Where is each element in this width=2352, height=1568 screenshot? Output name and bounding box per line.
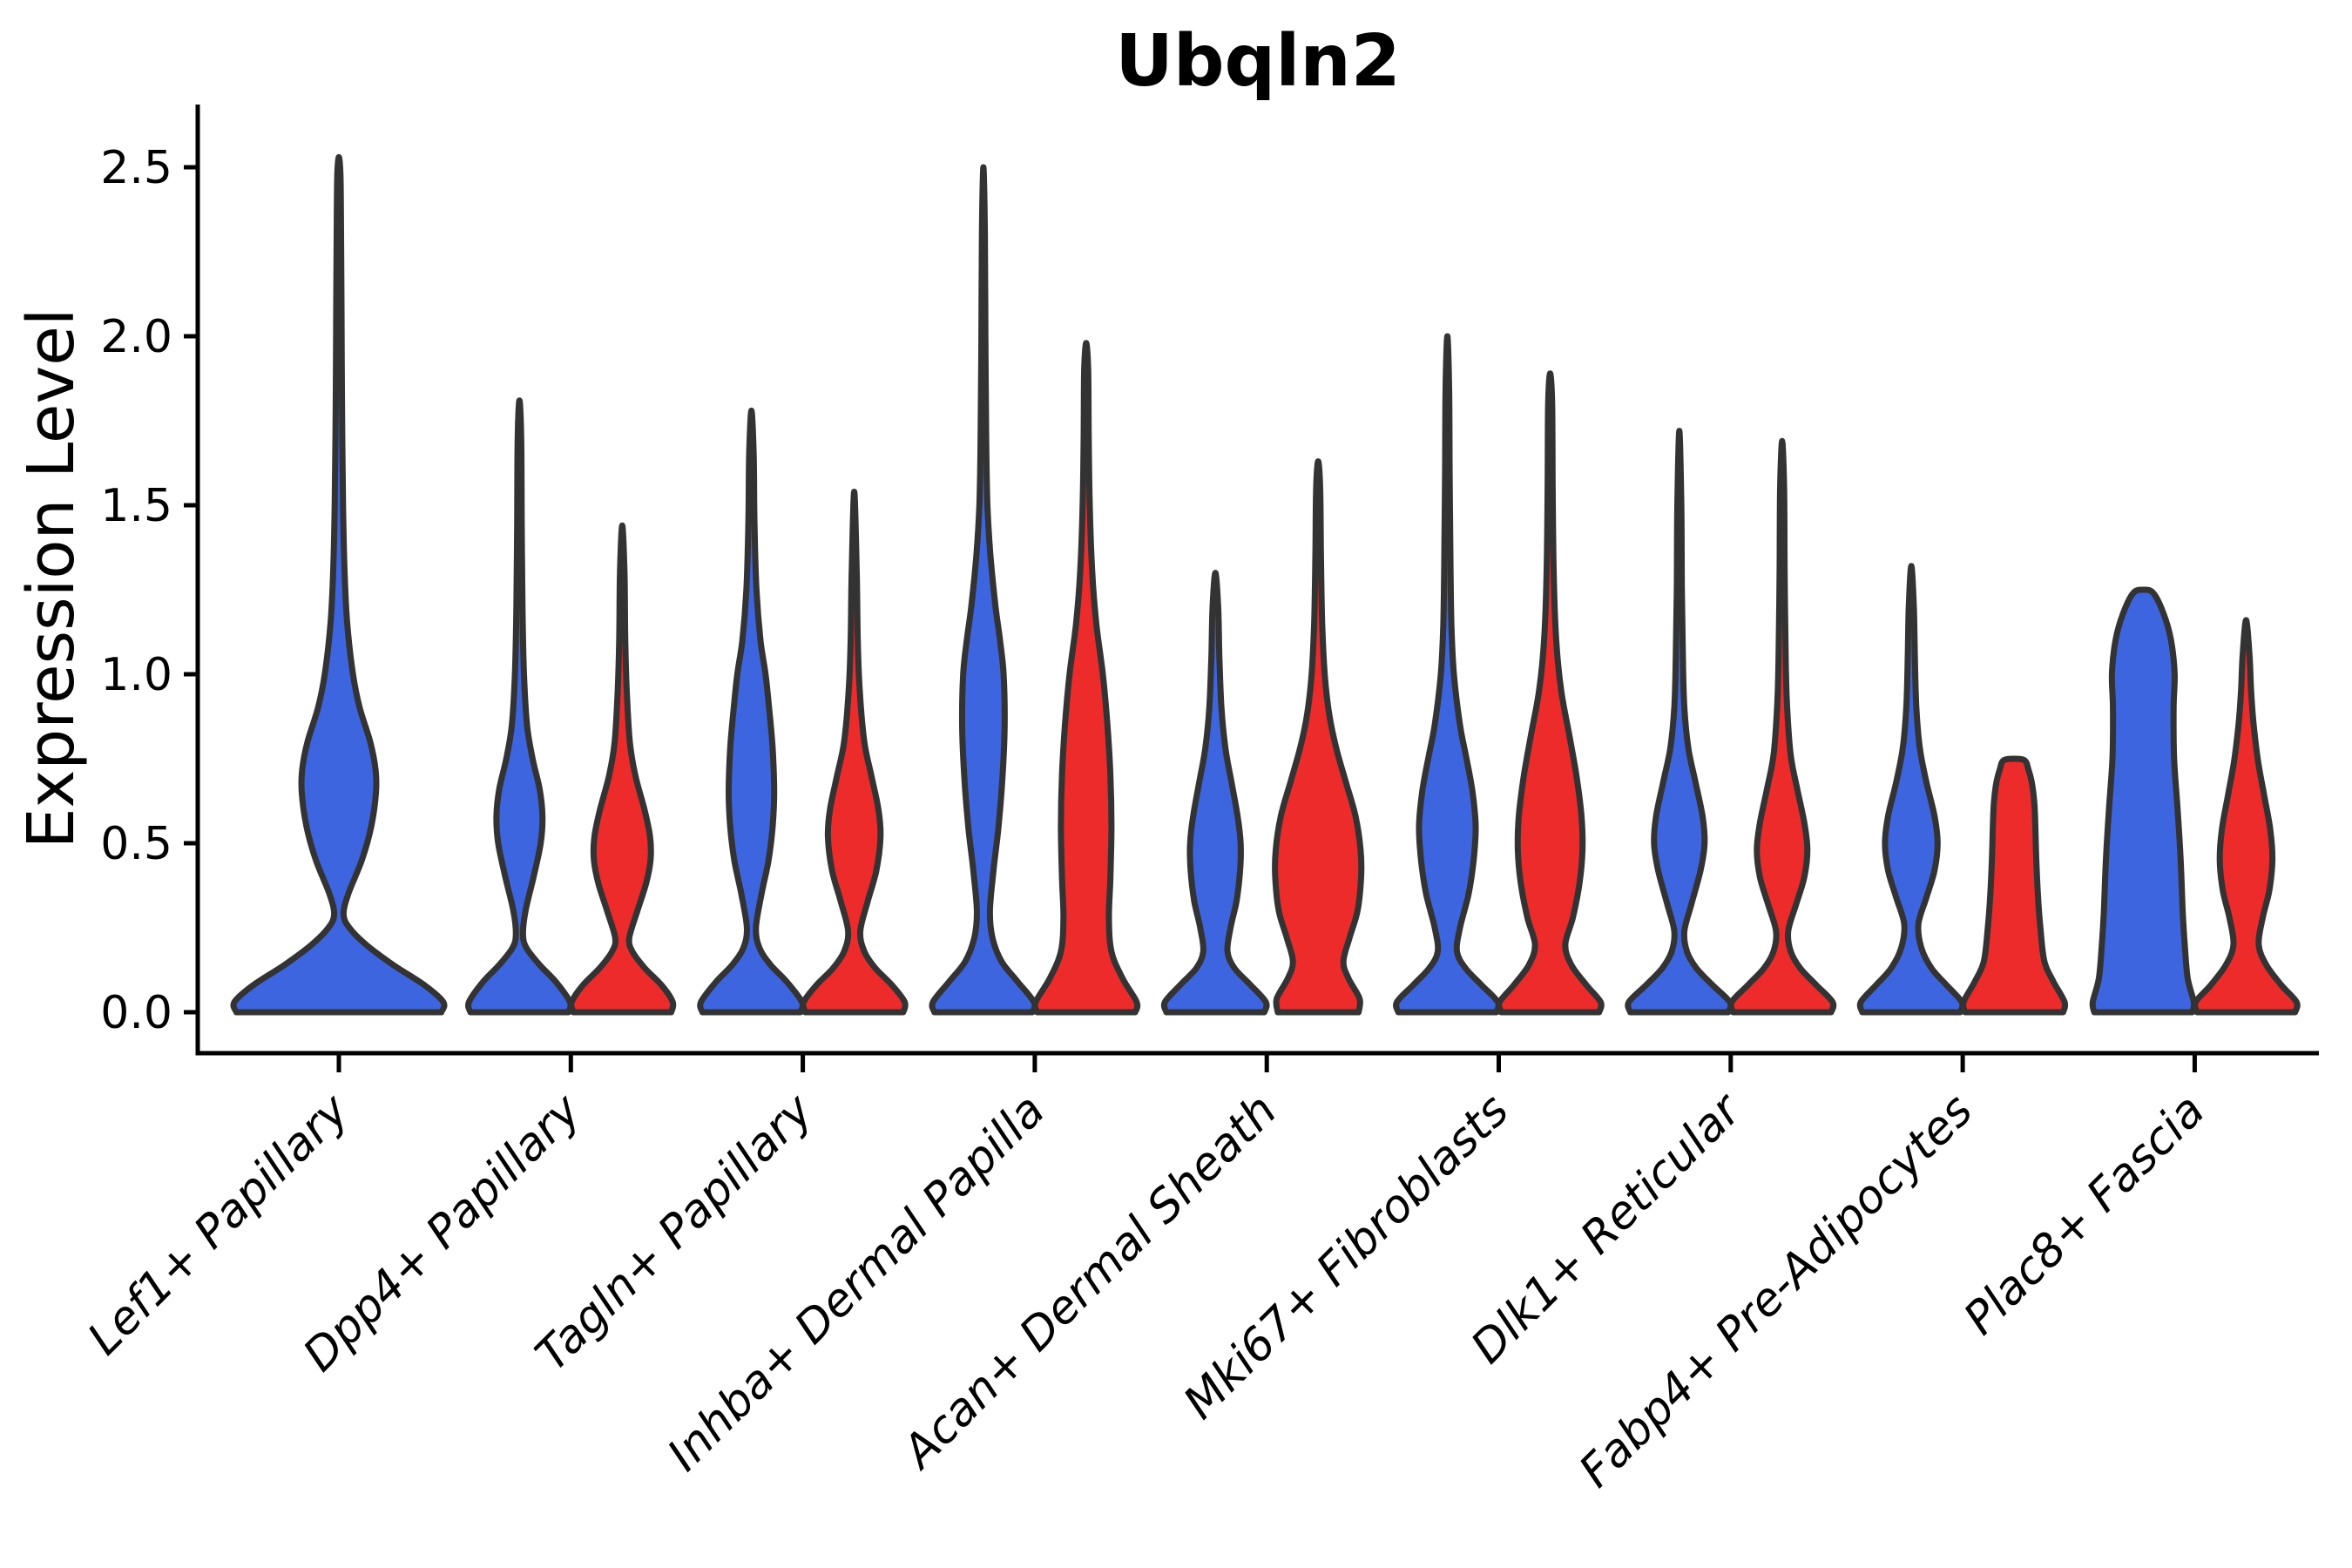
violin-plac8-fascia-blue bbox=[2089, 586, 2198, 1016]
violin-layer bbox=[230, 153, 2301, 1016]
violin-acan-dermal-sheath-red bbox=[1272, 458, 1365, 1016]
violin-fabp4-pre-adipocytes-red bbox=[1960, 755, 2069, 1016]
y-tick-label-0.5: 0.5 bbox=[100, 818, 172, 870]
y-axis-label: Expression Level bbox=[14, 308, 89, 849]
y-tick-label-2.0: 2.0 bbox=[100, 311, 172, 363]
violin-dlk1-reticular-blue bbox=[1625, 428, 1734, 1016]
chart-title: Ubqln2 bbox=[1115, 20, 1401, 103]
x-tick-label-plac8-fascia: Plac8+ Fascia bbox=[1954, 1085, 2214, 1345]
y-tick-label-0.0: 0.0 bbox=[100, 987, 172, 1039]
violin-tagln-papillary-red bbox=[800, 489, 909, 1016]
violin-inhba-dermal-papilla-blue bbox=[929, 164, 1038, 1016]
x-tick-label-fabp4-pre-adipocytes: Fabp4+ Pre-Adipocytes bbox=[1570, 1085, 1984, 1498]
violin-tagln-papillary-blue bbox=[697, 407, 806, 1016]
violin-mki67-fibroblasts-red bbox=[1496, 370, 1605, 1016]
violin-dpp4-papillary-red bbox=[568, 522, 677, 1016]
violin-dlk1-reticular-red bbox=[1727, 437, 1837, 1016]
y-tick-label-2.5: 2.5 bbox=[100, 142, 172, 194]
violin-dpp4-papillary-blue bbox=[465, 397, 574, 1016]
y-tick-label-1.5: 1.5 bbox=[100, 480, 172, 532]
violin-plac8-fascia-red bbox=[2192, 617, 2301, 1016]
violin-acan-dermal-sheath-blue bbox=[1160, 570, 1270, 1016]
y-tick-label-1.0: 1.0 bbox=[100, 649, 172, 701]
violin-lef1-papillary-blue bbox=[230, 153, 448, 1016]
violin-fabp4-pre-adipocytes-blue bbox=[1856, 563, 1966, 1016]
x-tick-label-inhba-dermal-papilla: Inhba+ Dermal Papilla bbox=[658, 1085, 1055, 1482]
violin-inhba-dermal-papilla-red bbox=[1031, 340, 1141, 1016]
x-tick-label-acan-dermal-sheath: Acan+ Dermal Sheath bbox=[891, 1085, 1287, 1480]
violin-mki67-fibroblasts-blue bbox=[1393, 333, 1502, 1016]
